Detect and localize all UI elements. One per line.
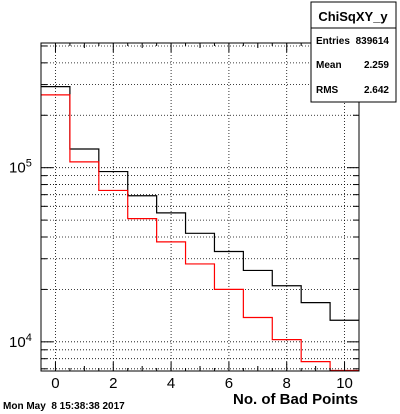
stats-mean-label: Mean <box>316 60 342 71</box>
x-axis-label: No. of Bad Points <box>233 391 358 408</box>
series-layer <box>41 86 359 372</box>
stats-box-frame <box>310 1 397 103</box>
histogram-series-red <box>41 94 359 372</box>
stats-entries-value: 839614 <box>356 36 390 47</box>
footer-timestamp: Mon May 8 15:38:38 2017 <box>3 401 125 412</box>
y-tick-label: 105 <box>9 158 32 177</box>
stats-mean-value: 2.259 <box>364 60 389 71</box>
histogram-series-black <box>41 86 359 321</box>
x-tick-label: 10 <box>336 375 353 392</box>
stats-rms-label: RMS <box>316 85 339 96</box>
x-tick-label: 8 <box>283 375 291 392</box>
plot-frame-bg <box>41 43 359 371</box>
x-tick-label: 6 <box>225 375 233 392</box>
stats-box: ChiSqXY_y Entries 839614 Mean 2.259 RMS … <box>310 1 397 103</box>
stats-rms-value: 2.642 <box>364 85 389 96</box>
x-tick-label: 2 <box>109 375 117 392</box>
axes-layer: 0 2 4 6 8 10 104 105 <box>9 42 360 392</box>
x-tick-label: 0 <box>51 375 59 392</box>
y-tick-label: 104 <box>9 332 32 351</box>
stats-title: ChiSqXY_y <box>318 9 388 24</box>
stats-entries-label: Entries <box>316 36 350 47</box>
x-tick-label: 4 <box>167 375 175 392</box>
